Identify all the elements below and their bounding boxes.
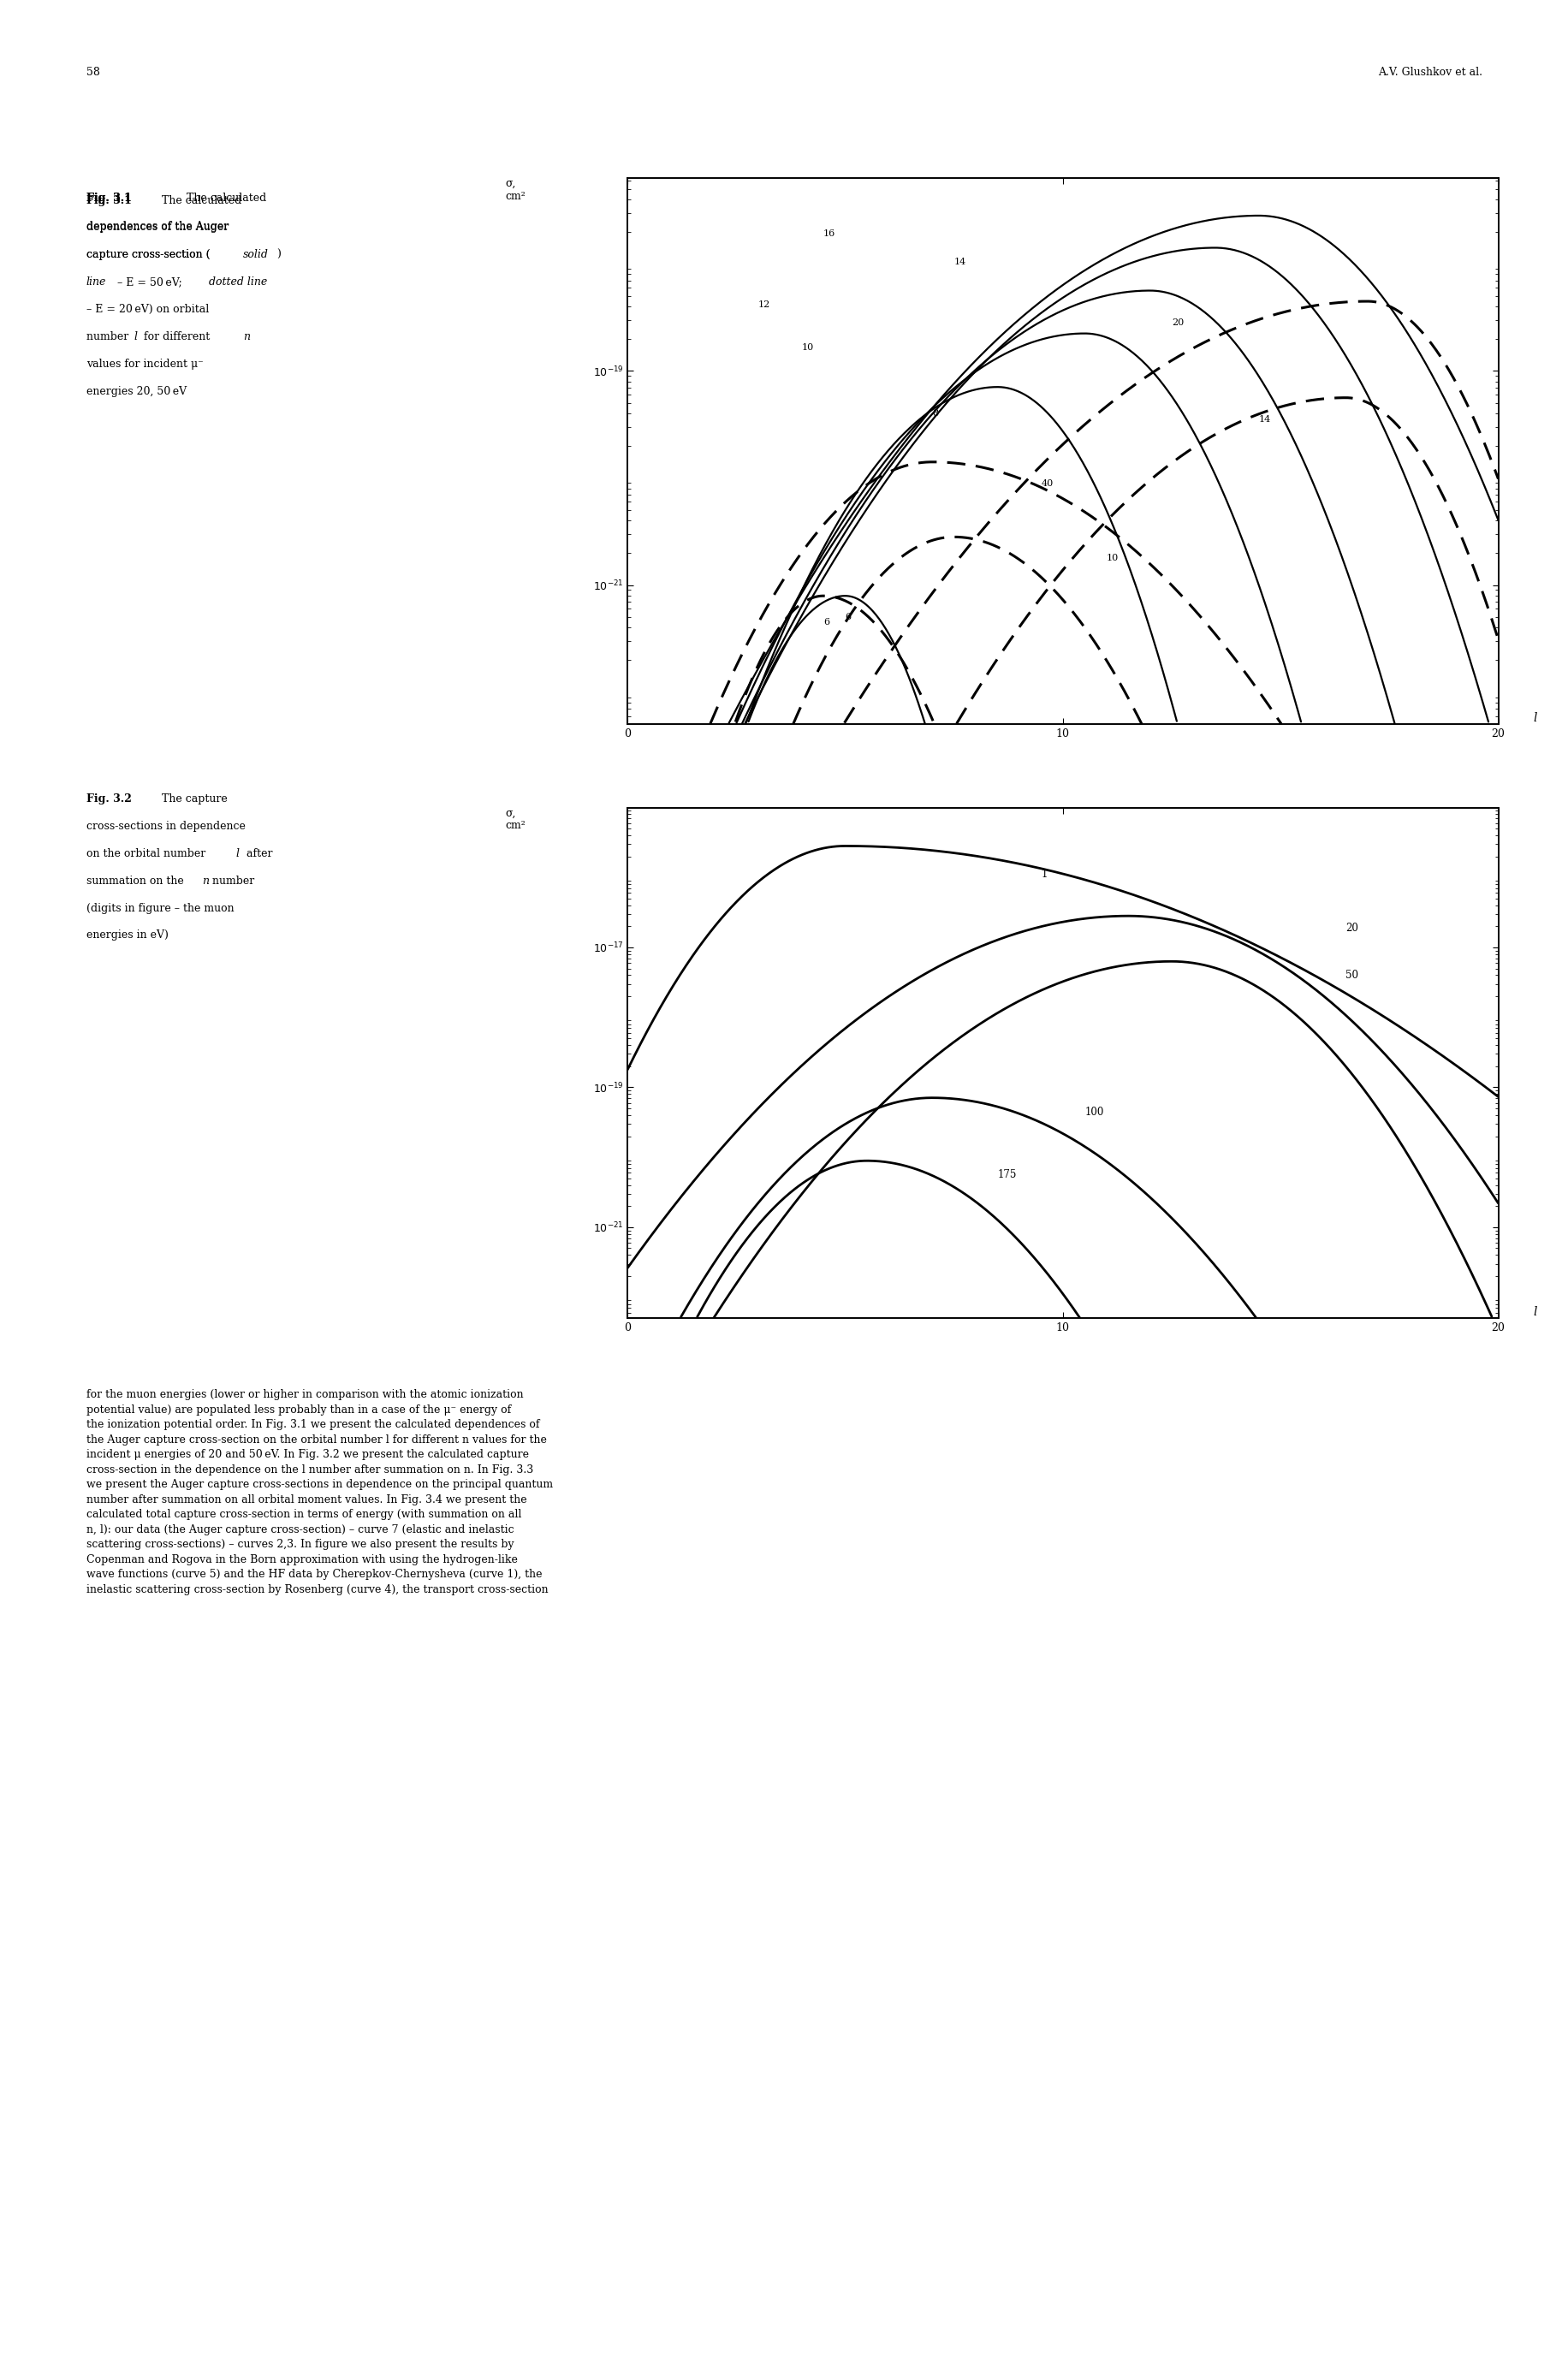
- Text: after: after: [243, 848, 273, 860]
- Text: 6: 6: [845, 613, 851, 622]
- Text: 175: 175: [997, 1168, 1016, 1180]
- Text: 10: 10: [801, 342, 814, 352]
- Text: summation on the: summation on the: [86, 874, 187, 886]
- Text: l: l: [133, 330, 138, 342]
- Text: 14: 14: [1258, 416, 1270, 423]
- Text: 100: 100: [1083, 1107, 1104, 1116]
- Text: 40: 40: [1041, 480, 1052, 487]
- Text: values for incident μ⁻: values for incident μ⁻: [86, 359, 204, 370]
- Text: capture cross-section (: capture cross-section (: [86, 249, 210, 261]
- Text: number: number: [86, 330, 132, 342]
- Text: ): ): [278, 249, 281, 261]
- Text: 10: 10: [1105, 553, 1118, 563]
- Text: Fig. 3.1  The calculated
dependences of the Auger
capture cross-section (solid
l: Fig. 3.1 The calculated dependences of t…: [86, 192, 237, 295]
- Text: Fig. 3.1: Fig. 3.1: [86, 195, 132, 207]
- Text: The calculated: The calculated: [155, 195, 241, 207]
- Text: 20: 20: [1171, 318, 1184, 328]
- Text: 12: 12: [757, 299, 770, 309]
- Text: 50: 50: [1345, 969, 1358, 981]
- Text: number: number: [209, 874, 254, 886]
- Text: energies 20, 50 eV: energies 20, 50 eV: [86, 385, 187, 397]
- Text: Fig. 3.2: Fig. 3.2: [86, 793, 132, 805]
- Text: cross-sections in dependence: cross-sections in dependence: [86, 819, 245, 831]
- Text: Fig. 3.1: Fig. 3.1: [86, 192, 132, 204]
- Text: – E = 20 eV) on orbital: – E = 20 eV) on orbital: [86, 304, 209, 316]
- Text: line: line: [86, 276, 107, 287]
- Text: The capture: The capture: [155, 793, 227, 805]
- Text: dotted line: dotted line: [209, 276, 267, 287]
- Text: σ,
cm²: σ, cm²: [505, 808, 525, 831]
- Text: n: n: [202, 874, 209, 886]
- Text: dependences of the Auger: dependences of the Auger: [86, 221, 229, 233]
- Text: 14: 14: [953, 256, 966, 266]
- Text: l: l: [235, 848, 240, 860]
- Text: 20: 20: [1345, 922, 1358, 933]
- Text: 1: 1: [1041, 869, 1047, 879]
- Text: 6: 6: [823, 618, 829, 627]
- Text: capture cross-section (solid: capture cross-section (solid: [86, 249, 235, 261]
- Text: σ,
cm²: σ, cm²: [505, 178, 525, 202]
- Text: 8: 8: [931, 408, 938, 418]
- Text: The calculated: The calculated: [183, 192, 267, 204]
- Text: 58: 58: [86, 66, 100, 78]
- Text: l: l: [1532, 1306, 1537, 1318]
- Text: on the orbital number: on the orbital number: [86, 848, 209, 860]
- Text: for different: for different: [141, 330, 213, 342]
- Text: Fig. 3.1: Fig. 3.1: [86, 192, 132, 204]
- Text: (digits in figure – the muon: (digits in figure – the muon: [86, 902, 234, 914]
- Text: n: n: [243, 330, 249, 342]
- Text: dependences of the Auger: dependences of the Auger: [86, 221, 229, 233]
- Text: energies in eV): energies in eV): [86, 929, 168, 941]
- Text: l: l: [1532, 712, 1537, 724]
- Text: 16: 16: [823, 230, 836, 238]
- Text: for the muon energies (lower or higher in comparison with the atomic ionization
: for the muon energies (lower or higher i…: [86, 1389, 552, 1596]
- Text: solid: solid: [243, 249, 268, 261]
- Text: capture cross-section (: capture cross-section (: [86, 249, 210, 261]
- Text: A.V. Glushkov et al.: A.V. Glushkov et al.: [1377, 66, 1482, 78]
- Text: – E = 50 eV;: – E = 50 eV;: [113, 276, 185, 287]
